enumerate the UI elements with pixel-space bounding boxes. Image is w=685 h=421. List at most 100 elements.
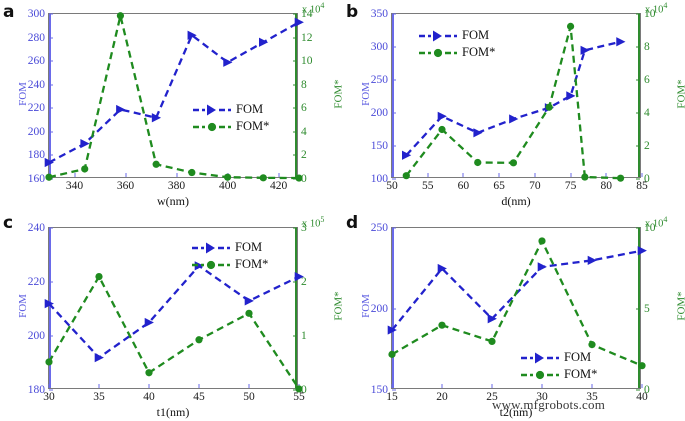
y-tick-label: 220 [27, 276, 45, 288]
data-point-fom-star [45, 358, 53, 366]
y2-tick-label: 14 [301, 8, 313, 20]
legend-fom-star-marker [419, 48, 457, 57]
series-line-fom-star [391, 238, 643, 367]
panel-label-d: d [346, 213, 359, 233]
x-tick-label: 30 [43, 391, 55, 403]
x-tick-mark [541, 384, 543, 388]
data-point-fom-star [588, 341, 596, 349]
data-point-fom [258, 37, 269, 47]
data-point-fom [44, 157, 54, 168]
y-tick-label: 220 [27, 102, 45, 115]
x-tick-label: 65 [493, 180, 505, 192]
panel-c: c 180 200 220 240 0 1 2 3 30 35 40 45 50 55 t1(nm) FOM F… [0, 211, 345, 421]
y-tick-label: 200 [27, 125, 45, 138]
y2-tick-label: 0 [644, 173, 650, 185]
y2-tick-label: 0 [301, 173, 307, 185]
y-tick-mark [49, 37, 53, 39]
left-axis-a [49, 14, 51, 177]
y2-tick-mark [293, 107, 297, 109]
y2-tick-mark [636, 227, 640, 229]
y2-tick-mark [293, 37, 297, 39]
legend-item-fom-star[interactable]: FOM* [191, 257, 268, 272]
legend-label: FOM* [564, 367, 598, 382]
y-tick-mark [49, 227, 53, 229]
x-tick-mark [427, 173, 429, 177]
series-layer-c [44, 261, 304, 393]
legend-fom-marker [192, 242, 230, 253]
data-point-fom-star [545, 103, 553, 111]
y2-tick-mark [293, 13, 297, 15]
y2-tick-label: 10 [301, 55, 313, 68]
legend-item-fom[interactable]: FOM [192, 102, 269, 117]
y-tick-label: 250 [370, 74, 388, 86]
y-tick-mark [392, 145, 396, 147]
data-point-fom-star [95, 273, 103, 281]
y2-tick-label: 6 [301, 102, 307, 115]
legend-item-fom[interactable]: FOM [191, 240, 268, 255]
right-axis-a [295, 14, 297, 177]
y2-tick-mark [636, 79, 640, 81]
legend-item-fom-star[interactable]: FOM* [520, 367, 597, 382]
y2-exponent-label: x 104 [302, 1, 325, 16]
data-point-fom-star [538, 237, 546, 245]
x-tick-label: 80 [600, 180, 613, 192]
y-tick-label: 350 [370, 8, 388, 20]
y-tick-mark [392, 227, 396, 229]
x-tick-mark [570, 173, 572, 177]
series-line-fom [48, 264, 300, 360]
y2-tick-mark [636, 145, 640, 147]
circle-marker-icon [520, 368, 560, 382]
triangle-marker-icon [191, 241, 231, 255]
panel-d: d 150 200 250 0 5 10 15 20 25 30 35 40 t2(nm) FOM FOM*… [343, 211, 685, 421]
legend-label: FOM [564, 350, 592, 365]
data-point-fom [294, 272, 304, 282]
legend-label: FOM [462, 28, 490, 43]
y-tick-mark [49, 335, 53, 337]
data-point-fom [487, 314, 497, 324]
x-tick-mark [98, 384, 100, 388]
legend-item-fom-star[interactable]: FOM* [418, 45, 495, 60]
data-point-fom-star [616, 174, 625, 182]
legend-item-fom[interactable]: FOM [520, 350, 597, 365]
y2-tick-label: 10 [644, 222, 656, 234]
data-point-fom-star [438, 125, 446, 134]
x-tick-mark [534, 173, 536, 177]
y-tick-mark [49, 281, 53, 283]
x-tick-label: 50 [243, 391, 255, 403]
y-tick-mark [49, 131, 53, 133]
x-tick-label: 35 [93, 391, 105, 403]
y-tick-mark [49, 13, 53, 15]
left-axis-c [49, 228, 51, 388]
x-tick-label: 30 [536, 391, 548, 403]
y-tick-label: 300 [370, 41, 388, 53]
y-tick-label: 150 [370, 384, 388, 396]
x-tick-label: 55 [421, 180, 434, 192]
data-point-fom-star [81, 165, 89, 173]
series-line-fom [48, 21, 300, 164]
legend-item-fom[interactable]: FOM [418, 28, 495, 43]
data-point-fom [116, 104, 126, 115]
y-tick-mark [392, 178, 396, 180]
x-tick-mark [441, 384, 443, 388]
y2-tick-mark [293, 389, 297, 391]
y-tick-label: 200 [370, 107, 388, 119]
x-tick-mark [148, 384, 150, 388]
data-point-fom [244, 296, 254, 306]
legend-label: FOM* [236, 119, 270, 134]
x-tick-mark [391, 384, 393, 388]
watermark: www.mfgrobots.com [492, 397, 606, 412]
y2-axis-label: FOM* [675, 291, 685, 321]
x-tick-mark [591, 384, 593, 388]
y2-tick-label: 12 [301, 31, 313, 44]
data-point-fom-star [45, 173, 53, 181]
x-tick-label: 420 [269, 180, 288, 192]
series-layer-d [387, 237, 647, 370]
legend-item-fom-star[interactable]: FOM* [192, 119, 269, 134]
data-point-fom-star [145, 369, 153, 377]
series-line-fom [405, 40, 621, 157]
data-point-fom-star [259, 174, 267, 182]
legend-fom-star-marker [192, 260, 230, 269]
x-tick-label: 400 [218, 180, 237, 192]
x-tick-mark [48, 384, 50, 388]
